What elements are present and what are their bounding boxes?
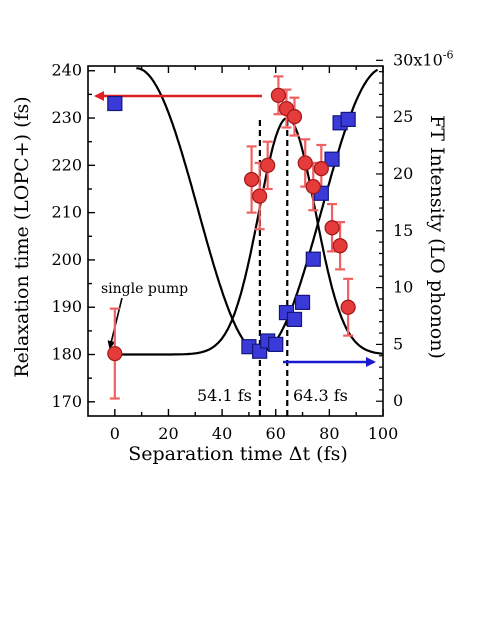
ft-intensity-point-8 <box>305 251 321 267</box>
annotation-64-3-fs: 64.3 fs <box>293 386 348 405</box>
x-tick-label: 20 <box>158 424 178 443</box>
annotation-single-pump: single pump <box>101 281 188 297</box>
relaxation-point-1 <box>243 171 260 188</box>
annotation-54-1-fs: 54.1 fs <box>197 386 252 405</box>
y-tick-label: 170 <box>51 392 82 411</box>
fit-curve-relaxation <box>114 117 384 356</box>
y2-axis-label: FT Intensity (LO phonon) <box>426 115 448 359</box>
y-tick-label: 220 <box>51 155 82 174</box>
x-tick-label: 60 <box>266 424 286 443</box>
y2-tick-label: 5 <box>393 334 403 353</box>
y-tick-label: 190 <box>51 297 82 316</box>
ft-intensity-point-6 <box>286 311 303 328</box>
y-tick-label: 200 <box>51 250 82 269</box>
y2-tick-label: 30x10-6 <box>393 48 453 69</box>
ft-intensity-point-12 <box>340 111 356 128</box>
y2-exponent: -6 <box>443 48 454 61</box>
ft-intensity-point-7 <box>294 294 311 310</box>
relaxation-point-3 <box>260 157 276 173</box>
y2-tick-label: 0 <box>393 391 403 410</box>
x-axis-label: Separation time Δt (fs) <box>128 443 348 465</box>
x-tick-label: 80 <box>319 424 339 443</box>
y-tick-label: 230 <box>51 108 82 127</box>
axes: 0 20 40 60 80 100 170 180 190 200 210 220 230 240 0 5 10… <box>51 48 453 443</box>
x-tick-label: 100 <box>368 424 399 443</box>
y-tick-label: 180 <box>51 345 82 364</box>
y-tick-label: 210 <box>51 203 82 222</box>
relaxation-point-8 <box>305 179 321 195</box>
guide-lines <box>94 91 376 416</box>
relaxation-point-7 <box>297 155 313 171</box>
ft-intensity-point-0 <box>107 95 123 112</box>
relaxation-point-11 <box>332 238 348 254</box>
relaxation-point-0 <box>107 345 123 362</box>
ft-intensity-point-10 <box>324 151 340 167</box>
relaxation-point-6 <box>286 109 303 125</box>
ft-intensity-point-4 <box>268 336 284 353</box>
single-pump-arrow <box>107 297 123 349</box>
y2-tick-label: 25 <box>393 107 413 126</box>
y2-tick-label: 15 <box>393 221 413 240</box>
relaxation-point-12 <box>340 299 356 315</box>
x-tick-label: 0 <box>110 424 120 443</box>
error-bars <box>109 75 354 400</box>
relaxation-point-4 <box>270 87 287 103</box>
relaxation-point-9 <box>313 161 329 177</box>
y2-tick-label: 10 <box>393 278 413 297</box>
data-points <box>107 87 356 362</box>
relaxation-point-10 <box>324 220 340 236</box>
relaxation-point-2 <box>252 188 268 204</box>
x-tick-label: 40 <box>212 424 232 443</box>
plot-frame <box>87 65 384 417</box>
y2-tick-label: 20 <box>393 164 413 183</box>
y-tick-label: 240 <box>51 61 82 80</box>
y-axis-label: Relaxation time (LOPC+) (fs) <box>11 96 33 377</box>
